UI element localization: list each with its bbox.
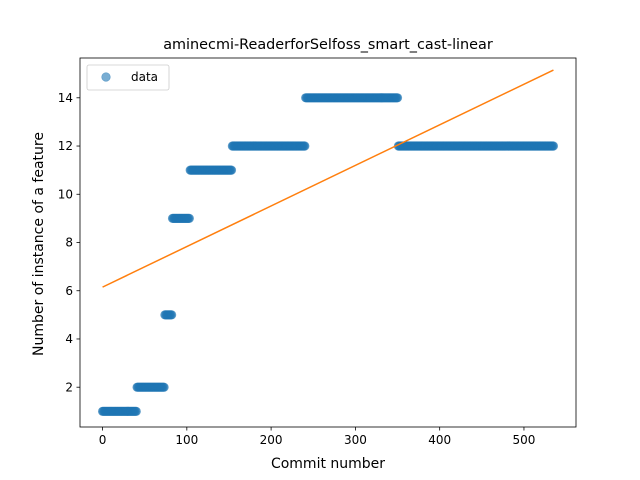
x-tick-label: 200 [260,433,283,447]
data-point [184,213,194,223]
axes: 0 100 200 300 400 500 2 4 6 8 10 12 14 [58,57,577,447]
y-tick-label: 14 [58,91,73,105]
y-tick-label: 4 [65,332,73,346]
y-tick-label: 10 [58,187,73,201]
x-tick-label: 300 [344,433,367,447]
plot-area [97,69,559,416]
y-tick-label: 12 [58,139,73,153]
x-tick-label: 400 [428,433,451,447]
data-point [167,310,177,320]
data-point [159,382,169,392]
data-point [226,165,237,175]
chart-title: aminecmi-ReaderforSelfoss_smart_cast-lin… [163,37,493,53]
data-points [97,93,559,416]
x-tick-label: 100 [175,433,198,447]
legend-marker [101,72,111,82]
y-tick-label: 2 [65,380,73,394]
legend-label-data: data [131,70,158,84]
y-axis-label: Number of instance of a feature [31,132,47,356]
data-point [392,93,403,103]
data-point [300,141,310,151]
legend-box [86,64,170,91]
legend: data [86,64,170,91]
fit-line [102,69,554,288]
y-tick-label: 8 [65,236,73,250]
x-tick-label: 0 [99,433,107,447]
x-tick-label: 500 [513,433,536,447]
data-point [548,141,559,151]
data-point [131,406,141,416]
y-tick-label: 6 [65,284,73,298]
x-axis-label: Commit number [271,456,385,472]
plot-frame [79,57,577,428]
